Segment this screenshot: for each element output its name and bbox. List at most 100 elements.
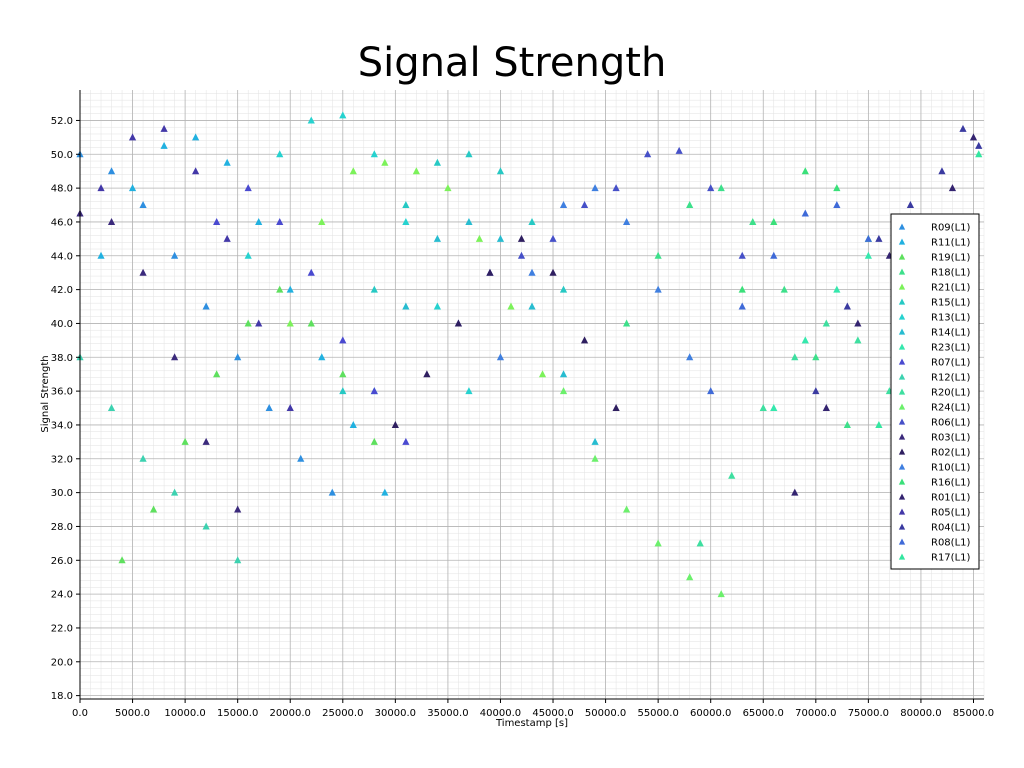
- y-tick-label: 20.0: [51, 657, 73, 668]
- data-point: [139, 201, 147, 209]
- x-tick-label: 85000.0: [953, 708, 994, 719]
- y-tick-label: 24.0: [51, 590, 73, 601]
- x-tick-label: 35000.0: [427, 708, 468, 719]
- data-point: [528, 268, 536, 276]
- data-point: [339, 370, 347, 378]
- minor-grid: [79, 90, 985, 699]
- data-point: [475, 234, 484, 242]
- y-tick-label: 40.0: [51, 319, 73, 330]
- data-point: [213, 370, 221, 378]
- legend-marker: [898, 313, 906, 320]
- data-point: [328, 488, 336, 496]
- legend-marker: [898, 373, 906, 380]
- data-point: [969, 133, 978, 141]
- x-tick-label: 40000.0: [480, 708, 521, 719]
- x-tick-label: 50000.0: [585, 708, 626, 719]
- y-axis-ticks: 18.0 20.0 22.0 24.0 26.0 28.0 30.0 32.0 34.0 36.0…: [51, 116, 80, 702]
- data-point: [118, 556, 126, 564]
- data-point: [717, 590, 725, 598]
- data-point: [549, 234, 557, 242]
- data-point: [696, 539, 704, 547]
- series-R14(L1): [370, 217, 599, 445]
- series-R07(L1): [213, 184, 410, 445]
- data-point: [623, 217, 631, 225]
- data-point: [759, 404, 767, 412]
- legend-box: [890, 213, 980, 570]
- data-point: [486, 268, 494, 276]
- data-point: [717, 184, 725, 192]
- data-point: [139, 268, 147, 276]
- data-point: [791, 488, 799, 496]
- legend-marker: [898, 298, 906, 305]
- data-point: [202, 302, 210, 310]
- data-point: [181, 437, 189, 445]
- data-point: [528, 302, 536, 310]
- data-point: [412, 167, 420, 175]
- legend-label: R05(L1): [931, 508, 971, 519]
- data-point: [749, 217, 757, 225]
- data-point: [192, 133, 200, 141]
- data-point: [454, 319, 463, 327]
- data-point: [339, 387, 347, 395]
- data-point: [444, 184, 452, 192]
- data-point: [223, 234, 231, 242]
- data-point: [770, 404, 778, 412]
- x-tick-label: 10000.0: [164, 708, 205, 719]
- data-point: [770, 251, 778, 259]
- axes: [79, 90, 984, 700]
- y-tick-label: 30.0: [51, 488, 73, 499]
- data-point: [433, 234, 441, 242]
- data-point: [975, 141, 983, 149]
- data-point: [854, 336, 862, 344]
- data-point: [854, 319, 862, 327]
- data-point: [255, 217, 263, 225]
- x-tick-label: 70000.0: [795, 708, 836, 719]
- data-point: [402, 201, 410, 209]
- data-point: [465, 150, 473, 158]
- legend-marker: [898, 268, 906, 275]
- legend-marker: [898, 343, 906, 350]
- data-point: [202, 437, 210, 445]
- data-point: [864, 234, 872, 242]
- legend-label: R01(L1): [931, 493, 971, 504]
- y-axis-label: Signal Strength: [40, 355, 51, 432]
- data-point: [843, 302, 851, 310]
- y-tick-label: 44.0: [51, 251, 73, 262]
- data-point: [559, 370, 568, 378]
- data-point: [149, 505, 158, 513]
- legend-label: R24(L1): [931, 403, 971, 414]
- series-R10(L1): [496, 184, 694, 361]
- data-point: [812, 387, 820, 395]
- data-point: [370, 437, 378, 445]
- data-point: [433, 158, 441, 166]
- data-point: [975, 150, 983, 158]
- data-point: [559, 201, 568, 209]
- data-point: [801, 167, 809, 175]
- data-point: [612, 404, 620, 412]
- data-point: [402, 302, 410, 310]
- data-point: [339, 336, 347, 344]
- data-point: [423, 370, 431, 378]
- series-R20(L1): [696, 319, 893, 547]
- legend-marker: [898, 463, 906, 470]
- x-tick-label: 25000.0: [322, 708, 363, 719]
- legend-marker: [898, 358, 906, 365]
- data-point: [738, 251, 746, 259]
- data-point: [959, 124, 967, 132]
- x-axis-ticks: 0.0 5000.0 10000.0 15000.0 20000.0 25000.0 300…: [72, 699, 994, 719]
- data-point: [496, 167, 505, 175]
- data-point: [107, 217, 116, 225]
- legend-marker: [898, 283, 906, 290]
- data-point: [707, 184, 715, 192]
- legend-label: R15(L1): [931, 298, 971, 309]
- data-point: [507, 302, 515, 310]
- data-point: [297, 454, 305, 462]
- legend-marker: [898, 223, 906, 230]
- data-point: [780, 285, 788, 293]
- data-point: [738, 302, 746, 310]
- data-point: [580, 201, 589, 209]
- data-point: [370, 387, 378, 395]
- data-point: [654, 251, 662, 259]
- legend-marker: [898, 523, 906, 530]
